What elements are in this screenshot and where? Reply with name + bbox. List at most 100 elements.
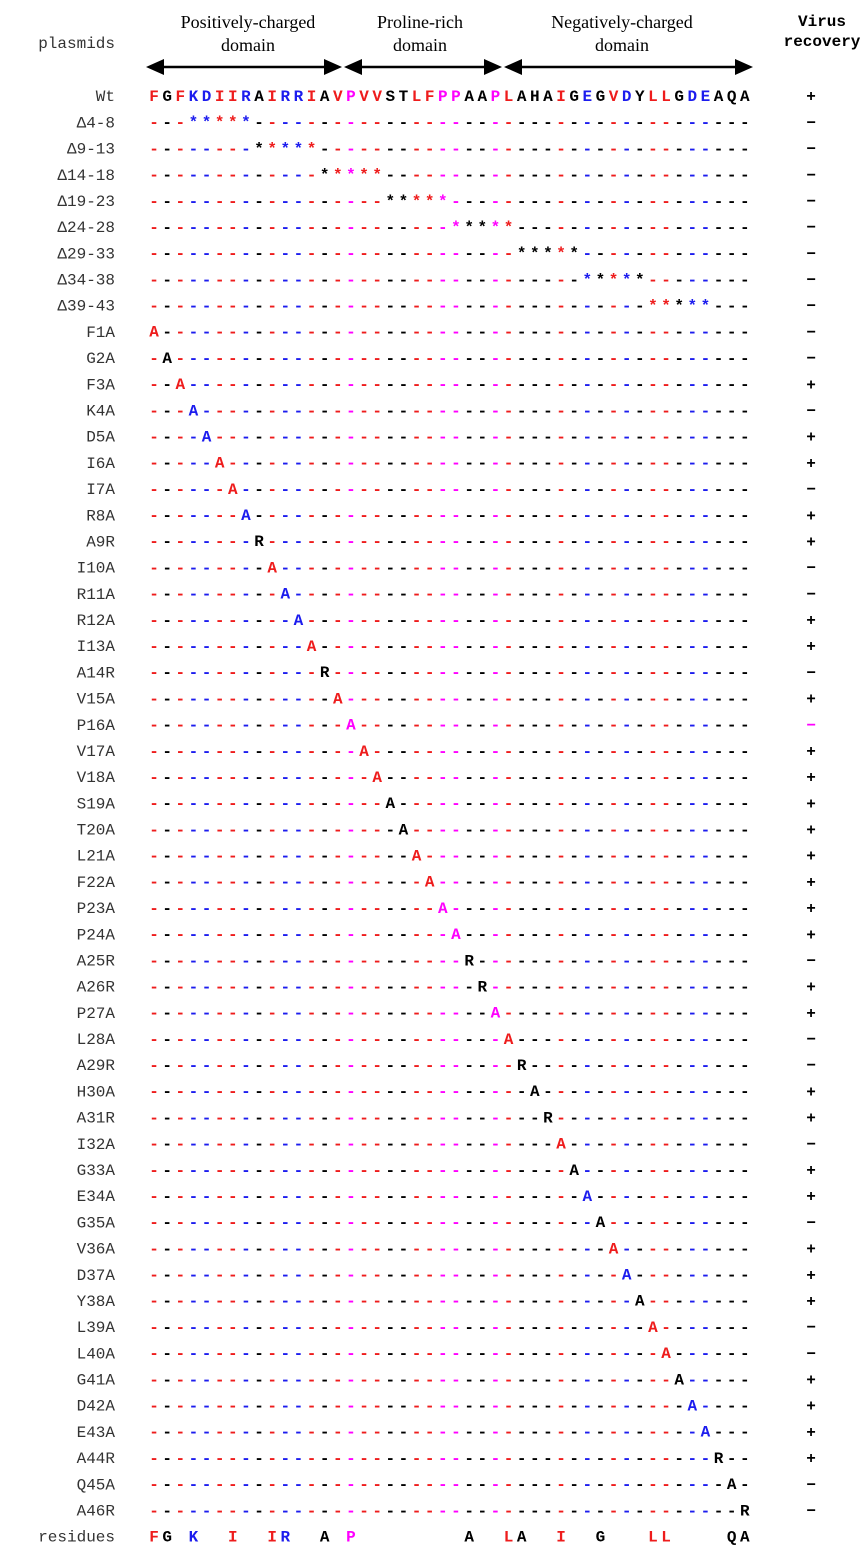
residue-mark: -: [727, 612, 737, 630]
residue-mark: -: [346, 219, 356, 237]
residue-mark: -: [464, 1319, 474, 1337]
residue-mark: -: [596, 1450, 606, 1468]
residue-mark: -: [320, 1136, 330, 1154]
residue-mark: -: [175, 952, 185, 970]
residue-mark: -: [648, 1450, 658, 1468]
residue: A: [701, 1424, 711, 1442]
residue-mark: -: [464, 507, 474, 525]
residue-mark: -: [569, 1424, 579, 1442]
residue-mark: -: [530, 1372, 540, 1390]
residue-mark: -: [359, 1345, 369, 1363]
residue-mark: -: [530, 664, 540, 682]
residue-mark: -: [267, 822, 277, 840]
residue-mark: -: [333, 455, 343, 473]
residue-mark: -: [215, 350, 225, 368]
residue-mark: -: [149, 1031, 159, 1049]
residue-mark: -: [307, 1267, 317, 1285]
residue-mark: -: [556, 952, 566, 970]
recovery: +: [806, 743, 816, 761]
residue: A: [346, 717, 356, 735]
residue-mark: -: [412, 822, 422, 840]
residue-mark: -: [228, 586, 238, 604]
residue-mark: -: [569, 1267, 579, 1285]
residue-mark: -: [175, 507, 185, 525]
residue-mark: -: [267, 1110, 277, 1128]
residue-mark: -: [582, 455, 592, 473]
residue-mark: -: [609, 560, 619, 578]
plasmid-label: S19A: [77, 795, 116, 813]
sequence: --------------------------A-------------…: [149, 1005, 749, 1023]
residue-mark: -: [569, 1083, 579, 1101]
residue-mark: -: [688, 1057, 698, 1075]
residue-mark: -: [451, 298, 461, 316]
residue-mark: -: [386, 1031, 396, 1049]
residue-mark: -: [648, 638, 658, 656]
residue-mark: -: [372, 1476, 382, 1494]
residue-mark: -: [543, 926, 553, 944]
residue-mark: *: [228, 114, 238, 132]
residue-mark: -: [504, 560, 514, 578]
residue-mark: -: [451, 324, 461, 342]
residue-mark: -: [543, 1476, 553, 1494]
plasmid-label: G35A: [77, 1214, 116, 1232]
residue-mark: -: [556, 481, 566, 499]
residue-mark: -: [254, 245, 264, 263]
residue-mark: -: [346, 429, 356, 447]
residue-mark: -: [399, 1031, 409, 1049]
residue-mark: -: [674, 507, 684, 525]
residue-mark: -: [346, 743, 356, 761]
residue-mark: -: [280, 638, 290, 656]
residue-mark: -: [714, 1136, 724, 1154]
residue-mark: -: [714, 376, 724, 394]
recovery: −: [806, 141, 816, 159]
residue-mark: -: [635, 455, 645, 473]
residue-mark: -: [359, 114, 369, 132]
sequence: -------A--------------------------------…: [149, 507, 749, 525]
residue-mark: -: [648, 1188, 658, 1206]
residue: D: [202, 88, 212, 106]
residue-mark: -: [254, 455, 264, 473]
residue-mark: -: [280, 376, 290, 394]
residue-mark: -: [267, 272, 277, 290]
residue-mark: -: [333, 822, 343, 840]
residue-mark: -: [582, 324, 592, 342]
residue-mark: -: [175, 1450, 185, 1468]
residue-mark: -: [674, 979, 684, 997]
residue-mark: -: [202, 1450, 212, 1468]
residue-mark: -: [451, 1083, 461, 1101]
residue-mark: -: [215, 664, 225, 682]
residue: E: [701, 88, 711, 106]
residue-mark: -: [582, 874, 592, 892]
residue-mark: -: [504, 795, 514, 813]
residue-mark: -: [189, 926, 199, 944]
residue-mark: -: [228, 952, 238, 970]
residue-mark: -: [661, 1267, 671, 1285]
residue-mark: -: [346, 455, 356, 473]
residue: A: [175, 376, 185, 394]
residue-mark: -: [569, 795, 579, 813]
residue: A: [280, 586, 290, 604]
residue-mark: -: [543, 717, 553, 735]
residue-mark: -: [346, 298, 356, 316]
residue-mark: -: [294, 717, 304, 735]
residue-mark: -: [543, 691, 553, 709]
residue-mark: -: [294, 1293, 304, 1311]
recovery: +: [806, 1110, 816, 1128]
residue-mark: -: [556, 1005, 566, 1023]
residue-mark: -: [451, 455, 461, 473]
residue-mark: -: [661, 193, 671, 211]
residue-mark: -: [333, 717, 343, 735]
residue-mark: -: [491, 1188, 501, 1206]
residue-mark: -: [438, 1031, 448, 1049]
residue-mark: -: [569, 1136, 579, 1154]
residue-mark: -: [477, 167, 487, 185]
residue-mark: -: [491, 1476, 501, 1494]
residue-mark: -: [320, 979, 330, 997]
residue: I: [307, 88, 317, 106]
residue-mark: -: [412, 743, 422, 761]
residue: V: [609, 88, 619, 106]
residue: R: [320, 664, 330, 682]
recovery: +: [806, 88, 816, 106]
residue-mark: -: [189, 664, 199, 682]
